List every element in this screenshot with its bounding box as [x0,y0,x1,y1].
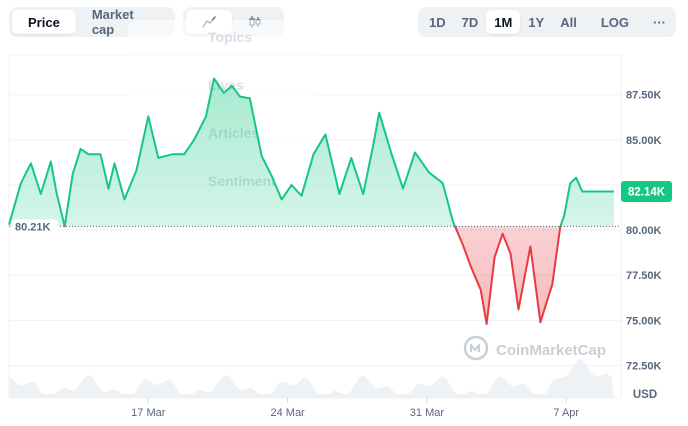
price-line-up [8,77,614,227]
line-chart-icon [202,16,216,28]
range-1y-button[interactable]: 1Y [528,14,545,30]
currency-label: USD [633,389,657,401]
candlestick-button[interactable] [232,10,278,34]
x-tick-label: 7 Apr [553,407,579,419]
range-all-button[interactable]: All [560,14,577,30]
more-options-button[interactable]: ··· [653,14,667,30]
range-1d-button[interactable]: 1D [429,14,446,30]
current-price-value: 82.14K [628,186,666,198]
x-axis: 17 Mar 24 Mar 31 Mar 7 Apr [131,398,579,419]
overlay-menu-item: Lives [208,77,244,93]
overlay-menu-item: Articles [208,125,260,141]
coinmarketcap-logo-icon [463,335,489,361]
y-tick-label: 87.50K [626,90,662,102]
gridlines [9,94,621,367]
chart-view-toggle [183,7,284,37]
volume-bars [9,359,614,398]
y-tick-label: 80.00K [626,225,662,237]
y-tick-label: 75.00K [626,315,662,327]
watermark: CoinMarketCap [463,335,606,361]
price-area-down [455,226,561,324]
x-tick-label: 17 Mar [131,407,166,419]
watermark-text: CoinMarketCap [496,342,606,359]
price-tab[interactable]: Price [12,10,76,34]
open-price-label: 80.21K [12,219,58,235]
log-scale-button[interactable]: LOG [600,14,630,30]
price-line-down [63,226,562,325]
overlay-menu-item: Sentiment [208,173,276,189]
range-1m-button[interactable]: 1M [486,10,521,34]
current-price-badge: 82.14K [621,180,672,202]
open-price-value: 80.21K [15,221,51,233]
y-tick-label: 82.50K [626,180,662,192]
candlestick-icon [249,16,261,28]
line-chart-button[interactable] [186,10,232,34]
x-tick-label: 31 Mar [410,407,445,419]
y-tick-label: 85.00K [626,135,662,147]
price-area-up [9,78,614,227]
x-tick-label: 24 Mar [270,407,305,419]
y-tick-label: 77.50K [626,270,662,282]
overlay-panel [128,20,318,244]
metric-tabs: Price Market cap [9,7,175,37]
time-range-tabs: 1D 7D 1M 1Y All LOG ··· [418,7,676,37]
y-tick-label: 72.50K [626,361,662,373]
volume-area [9,359,614,398]
plot-area [8,54,622,399]
range-7d-button[interactable]: 7D [461,14,479,30]
y-axis: 87.50K 85.00K 82.50K 80.00K 77.50K 75.00K 72.5… [626,90,662,373]
market-cap-tab[interactable]: Market cap [91,7,134,37]
